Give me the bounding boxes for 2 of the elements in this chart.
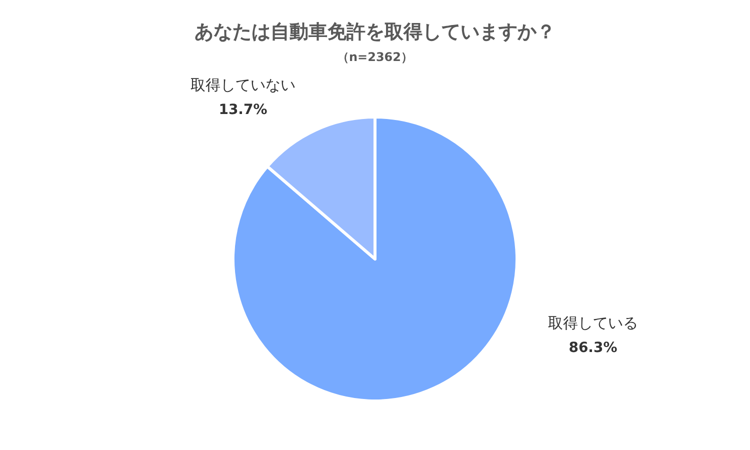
subtitle: （n=2362）	[337, 50, 413, 64]
title: あなたは自動車免許を取得していますか？	[194, 21, 556, 43]
